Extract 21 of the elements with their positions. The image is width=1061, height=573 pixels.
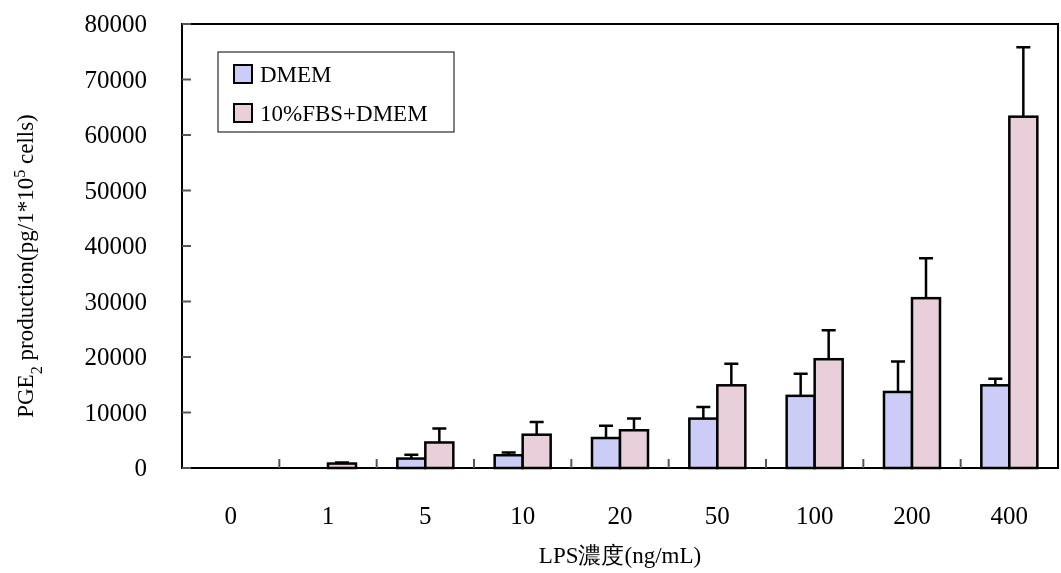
y-tick-label: 10000 — [84, 398, 147, 426]
y-tick-label: 40000 — [84, 232, 147, 259]
x-tick-label: 0 — [224, 502, 237, 529]
y-tick-label: 30000 — [84, 287, 147, 315]
x-tick-label: 100 — [795, 502, 834, 529]
x-tick-label: 10 — [510, 502, 536, 529]
y-tick-label: 50000 — [84, 176, 147, 204]
y-tick-label: 0 — [134, 454, 147, 481]
x-tick-label: 200 — [893, 502, 931, 529]
y-tick-label: 80000 — [84, 10, 147, 37]
y-tick-label: 60000 — [84, 121, 147, 148]
x-tick-label: 1 — [321, 502, 335, 529]
y-tick-label: 20000 — [84, 343, 147, 370]
x-tick-label: 5 — [419, 502, 432, 529]
legend-label: 10%FBS+DMEM — [260, 101, 428, 126]
x-tick-label: 50 — [704, 502, 730, 529]
legend-label: DMEM — [260, 62, 332, 87]
x-tick-label: 20 — [607, 502, 633, 529]
x-axis-title: LPS濃度(ng/mL) — [538, 543, 702, 568]
x-tick-label: 400 — [990, 502, 1029, 529]
y-tick-label: 70000 — [84, 65, 147, 93]
